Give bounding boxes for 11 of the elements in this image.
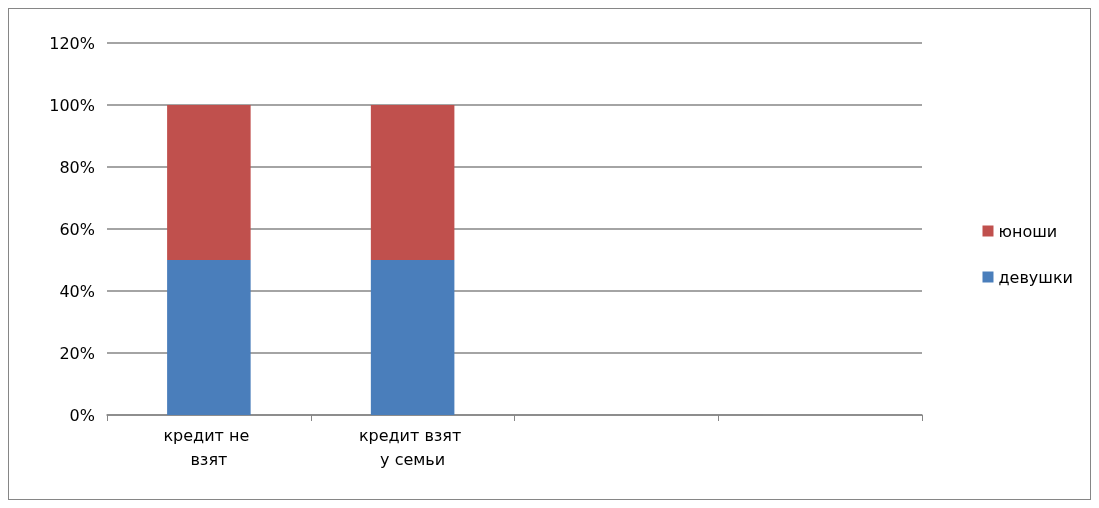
y-tick-label: 40% xyxy=(59,281,95,301)
y-tick-label: 120% xyxy=(49,33,95,53)
x-tick-label: кредит взят у семьи xyxy=(358,425,467,469)
y-tick-label: 60% xyxy=(59,219,95,239)
y-tick-label: 100% xyxy=(49,95,95,115)
y-tick-label: 80% xyxy=(59,157,95,177)
y-tick-label: 20% xyxy=(59,343,95,363)
legend-label: юноши xyxy=(998,221,1058,241)
y-tick-label: 0% xyxy=(69,405,95,425)
legend-label: девушки xyxy=(998,267,1074,287)
x-tick-label: кредит не взят xyxy=(163,425,255,469)
